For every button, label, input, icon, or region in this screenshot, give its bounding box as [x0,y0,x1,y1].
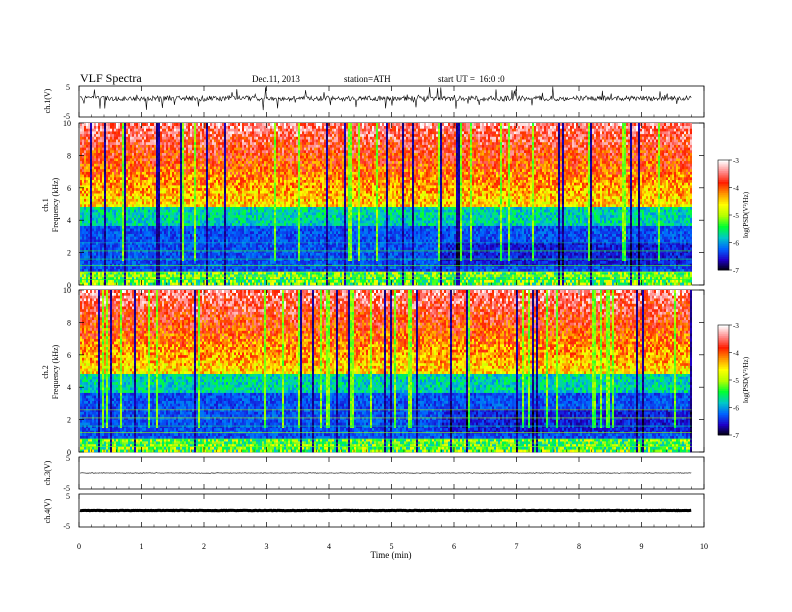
ch3-ytick-top: 5 [66,454,70,463]
ch1-spectrogram-ylabel-line2: Frequency (kHz) [51,177,60,232]
cbar2-tick--5: -5 [733,377,739,385]
ch2-spectrogram-image [80,290,692,452]
time-tick-7: 7 [515,542,519,551]
ch1-spectrogram-image [80,123,692,285]
ch4-ytick-top: 5 [66,492,70,501]
spec1-ytick-10: 10 [63,119,71,128]
time-tick-10: 10 [700,542,708,551]
time-tick-6: 6 [452,542,456,551]
cbar1-tick--4: -4 [733,185,739,193]
time-tick-4: 4 [327,542,331,551]
ch1-waveform-panel: 5 -5 ch.1(V) [43,83,704,121]
ch1-spectrogram-ylabel-line1: ch.1 [41,198,50,212]
spec1-ytick-8: 8 [67,151,71,160]
cbar1-tick--5: -5 [733,212,739,220]
ch1-ytick-top: 5 [66,83,70,92]
time-tick-0: 0 [77,542,81,551]
ch2-spectrogram-ylabel-line2: Frequency (kHz) [51,344,60,399]
spec2-ytick-8: 8 [67,318,71,327]
spec2-ytick-10: 10 [63,286,71,295]
date-label: Dec.11, 2013 [252,74,300,84]
station-label: station=ATH [344,74,391,84]
cbar1-tick--6: -6 [733,240,739,248]
cbar1-tick--3: -3 [733,157,739,165]
time-tick-9: 9 [640,542,644,551]
spec1-ytick-4: 4 [67,216,71,225]
ch4-waveform-ylabel: ch.4(V) [43,498,52,523]
ch2-colorbar: -3 -4 -5 -6 -7 log(PSD(V²/Hz) [718,322,750,440]
time-tick-8: 8 [577,542,581,551]
time-tick-3: 3 [265,542,269,551]
spec2-ytick-2: 2 [67,416,71,425]
time-tick-2: 2 [202,542,206,551]
ch2-spectrogram-ylabel-line1: ch.2 [41,365,50,379]
ch3-waveform-ylabel: ch.3(V) [43,460,52,485]
spec2-ytick-6: 6 [67,351,71,360]
spec1-ytick-6: 6 [67,184,71,193]
ch1-waveform-ylabel: ch.1(V) [43,88,52,113]
cbar1-tick--7: -7 [733,267,739,275]
ch4-waveform-panel: 5 -5 ch.4(V) [43,492,704,531]
spec1-ytick-2: 2 [67,249,71,258]
ch4-ytick-bottom: -5 [63,522,70,531]
cbar2-tick--4: -4 [733,350,739,358]
ch1-colorbar: -3 -4 -5 -6 -7 log(PSD(V²/Hz) [718,157,750,275]
ch3-waveform-panel: 5 -5 ch.3(V) [43,454,704,493]
cbar2-tick--6: -6 [733,405,739,413]
figure-title: VLF Spectra [80,71,142,85]
cbar2-tick--7: -7 [733,432,739,440]
time-axis-label: Time (min) [371,550,412,560]
spec2-ytick-4: 4 [67,383,71,392]
cbar1-label: log(PSD(V²/Hz) [742,191,750,238]
cbar2-label: log(PSD(V²/Hz) [742,356,750,403]
time-tick-1: 1 [140,542,144,551]
cbar2-tick--3: -3 [733,322,739,330]
start-time-label: start UT = 16:0 :0 [438,74,505,84]
